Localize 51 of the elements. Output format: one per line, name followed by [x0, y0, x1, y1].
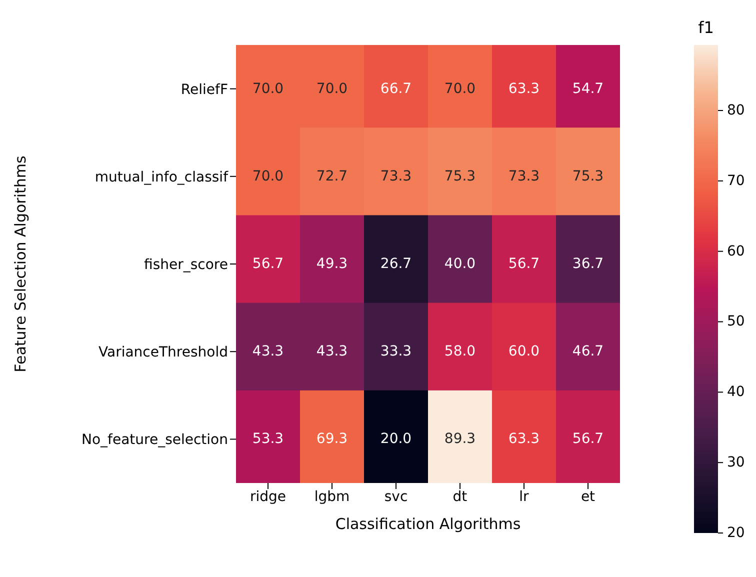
- y-tick-label: mutual_info_classif: [94, 169, 230, 186]
- data-label: 26.7: [380, 256, 412, 272]
- color-bar-label: 30: [727, 454, 745, 471]
- color-bar-label: 40: [727, 384, 745, 400]
- data-label: 58.0: [444, 344, 476, 360]
- data-label: 20.0: [380, 431, 412, 448]
- color-bar-label: 60: [727, 243, 745, 260]
- data-label: 43.3: [252, 344, 284, 360]
- x-tick-label: et: [580, 488, 596, 505]
- x-tick-label: svc: [384, 488, 408, 505]
- data-label: 63.3: [508, 431, 540, 448]
- data-label: 33.3: [380, 344, 412, 360]
- data-label: 46.7: [572, 344, 604, 360]
- data-label: 36.7: [572, 256, 604, 272]
- x-tick-label: ridge: [250, 488, 286, 505]
- x-tick-label: lgbm: [314, 488, 350, 505]
- data-label: 56.7: [252, 256, 284, 272]
- data-label: 56.7: [508, 256, 540, 272]
- data-label: 69.3: [316, 431, 348, 448]
- data-label: 53.3: [252, 431, 284, 448]
- data-label: 75.3: [444, 168, 476, 184]
- data-label: 56.7: [572, 431, 604, 448]
- data-label: 73.3: [380, 168, 412, 184]
- data-label: 72.7: [316, 168, 348, 184]
- data-label: 75.3: [572, 168, 604, 184]
- data-label: 70.0: [252, 80, 284, 97]
- y-axis-title: Feature Selection Algorithms: [11, 156, 30, 372]
- y-tick-label: VarianceThreshold: [98, 344, 228, 361]
- data-label: 63.3: [508, 80, 540, 97]
- data-label: 43.3: [316, 344, 348, 360]
- data-label: 70.0: [252, 168, 284, 184]
- color-bar-title: f1: [698, 18, 714, 37]
- color-bar-label: 80: [727, 102, 745, 118]
- y-tick-label: ReliefF: [180, 82, 228, 98]
- data-label: 49.3: [316, 256, 348, 272]
- x-tick-label: dt: [452, 488, 468, 505]
- data-label: 70.0: [316, 80, 348, 97]
- data-label: 73.3: [508, 168, 540, 184]
- x-tick-label: lr: [519, 488, 530, 505]
- color-bar-label: 70: [727, 172, 745, 189]
- y-tick-label: No_feature_selection: [81, 432, 228, 448]
- data-label: 70.0: [444, 80, 476, 97]
- data-label: 54.7: [572, 80, 604, 97]
- color-bar-label: 20: [727, 525, 745, 541]
- data-label: 66.7: [380, 80, 412, 97]
- data-label: 40.0: [444, 256, 476, 272]
- y-tick-label: fisher_score: [144, 256, 228, 273]
- color-bar-label: 50: [727, 314, 745, 330]
- data-label: 60.0: [508, 344, 540, 360]
- data-label: 89.3: [444, 431, 476, 448]
- x-axis-title: Classification Algorithms: [335, 515, 521, 533]
